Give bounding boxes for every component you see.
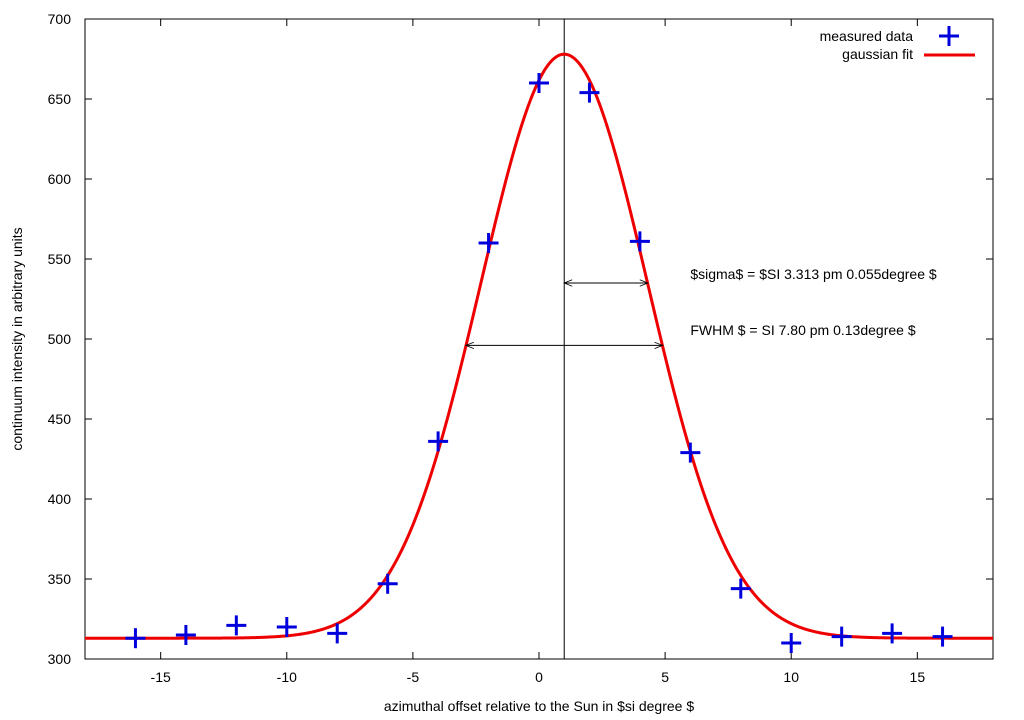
data-point xyxy=(882,623,903,644)
y-tick-label: 350 xyxy=(48,571,72,587)
x-tick-label: 5 xyxy=(661,669,669,685)
axis-ticks: -15 -10 -5 0 5 10 15 300 350 400 450 500 550 600 650 70… xyxy=(48,11,993,685)
y-tick-label: 700 xyxy=(48,11,72,27)
legend-label-measured-data: measured data xyxy=(820,28,914,44)
x-tick-label: 15 xyxy=(910,669,926,685)
x-tick-label: 10 xyxy=(783,669,799,685)
x-tick-label: 0 xyxy=(535,669,543,685)
y-tick-label: 450 xyxy=(48,411,72,427)
plot-frame xyxy=(84,18,994,660)
legend: measured data gaussian fit xyxy=(820,26,975,62)
data-point xyxy=(428,431,449,452)
x-tick-label: -10 xyxy=(277,669,297,685)
y-tick-label: 300 xyxy=(48,651,72,667)
data-point xyxy=(377,573,398,594)
data-point xyxy=(529,73,549,93)
data-point xyxy=(680,442,701,463)
data-point xyxy=(478,233,499,253)
data-point xyxy=(781,633,802,653)
data-point xyxy=(831,626,852,647)
data-point xyxy=(932,626,953,647)
y-tick-label: 550 xyxy=(48,251,72,267)
y-tick-label: 650 xyxy=(48,91,72,107)
annotation-text: FWHM $ = SI 7.80 pm 0.13degree $ xyxy=(690,322,915,338)
plot-marks xyxy=(85,19,993,659)
gaussian-fit-line xyxy=(85,52,993,640)
data-point xyxy=(327,623,348,644)
data-point xyxy=(226,615,247,636)
y-tick-label: 500 xyxy=(48,331,72,347)
data-point xyxy=(125,628,146,649)
data-point xyxy=(276,617,297,637)
y-tick-label: 600 xyxy=(48,171,72,187)
data-point xyxy=(629,231,650,252)
data-point xyxy=(730,578,751,599)
data-point xyxy=(579,82,600,103)
x-axis-label: azimuthal offset relative to the Sun in … xyxy=(384,698,694,714)
x-tick-label: -5 xyxy=(407,669,420,685)
annotation-text: $sigma$ = $SI 3.313 pm 0.055degree $ xyxy=(690,266,937,282)
data-point xyxy=(175,625,196,645)
x-tick-label: -15 xyxy=(151,669,171,685)
annotations: $sigma$ = $SI 3.313 pm 0.055degree $ FWHM… xyxy=(466,266,937,345)
legend-label-gaussian-fit: gaussian fit xyxy=(842,46,913,62)
y-axis-label: continuum intensity in arbitrary units xyxy=(9,227,25,450)
y-tick-label: 400 xyxy=(48,491,72,507)
